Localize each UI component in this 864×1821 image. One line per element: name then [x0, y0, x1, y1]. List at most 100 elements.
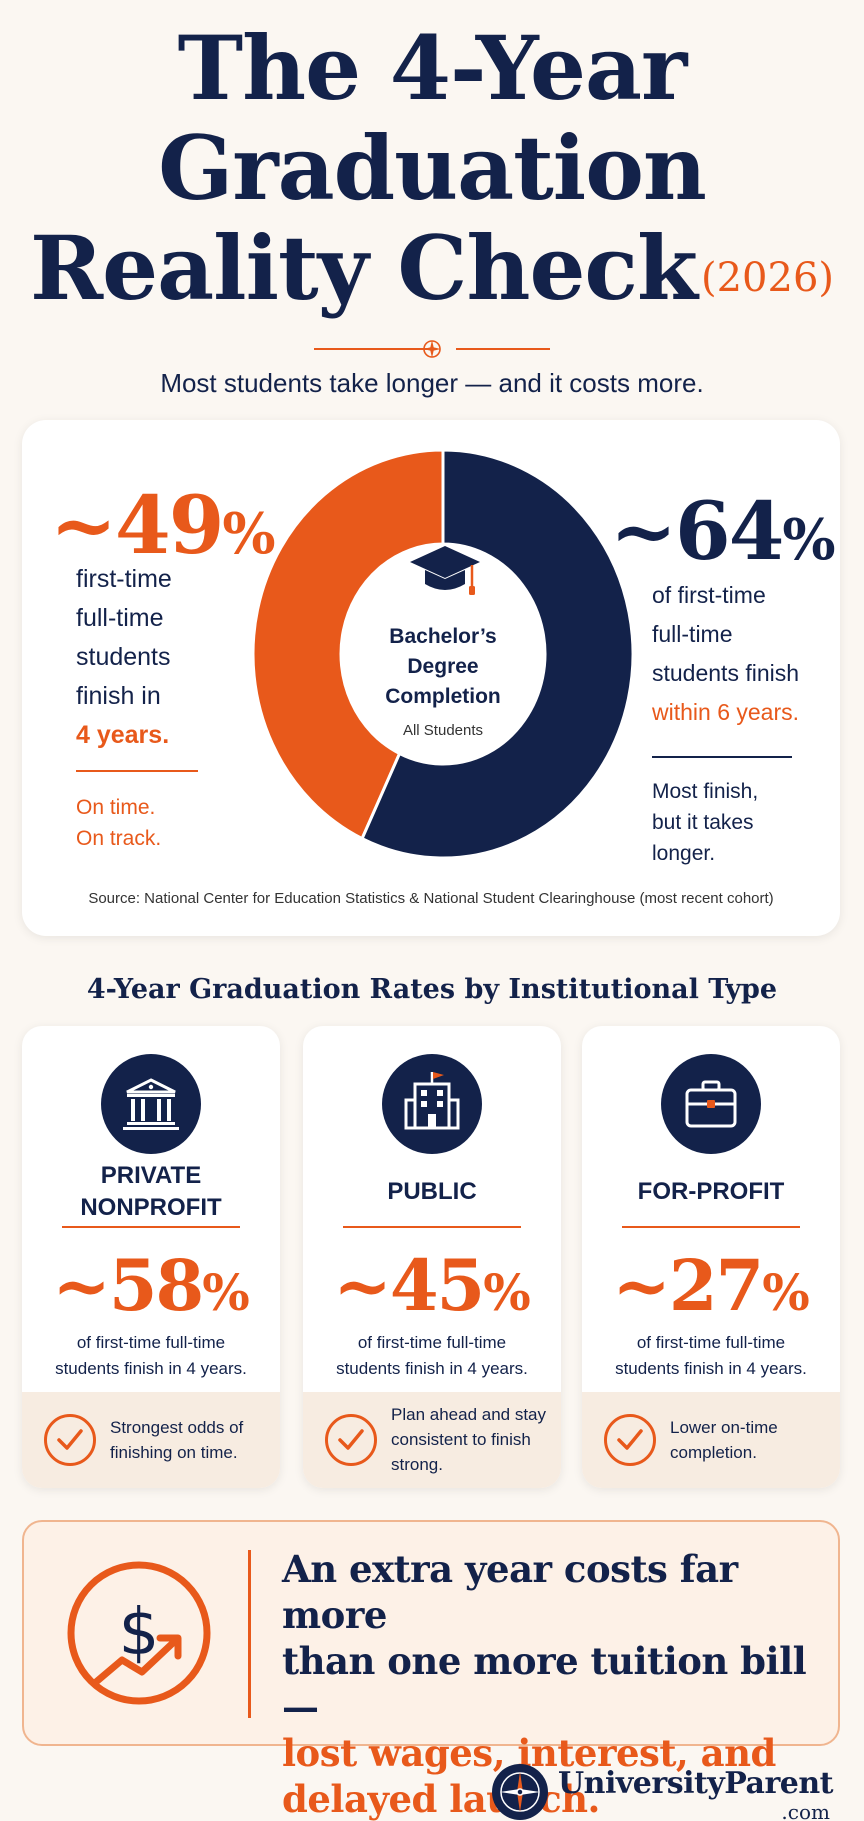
- type-desc-line-2: students finish in 4 years.: [615, 1359, 807, 1378]
- source-citation: Source: National Center for Education St…: [88, 890, 774, 907]
- type-footer: Strongest odds of finishing on time.: [22, 1392, 280, 1488]
- type-percentage-number: ~58: [52, 1244, 204, 1327]
- university-parent-logo[interactable]: UniversityParent .com: [492, 1764, 852, 1821]
- institution-columns-icon: [101, 1054, 201, 1154]
- logo-wordmark: UniversityParent: [558, 1766, 834, 1801]
- four-year-note-line-1: On time.: [76, 796, 156, 819]
- type-desc-line-1: of first-time full-time: [357, 1333, 507, 1352]
- type-footer-line-1: Lower on-time: [670, 1418, 778, 1437]
- six-year-desc-line-2: full-time: [652, 621, 733, 647]
- six-year-rule: [652, 756, 792, 758]
- type-percentage: ~45%: [303, 1246, 561, 1333]
- six-year-desc-line-3: students finish: [652, 660, 800, 686]
- type-footer-line-2: completion.: [670, 1443, 757, 1462]
- checkmark-icon: [325, 1414, 377, 1466]
- six-year-note-line-1: Most finish,: [652, 780, 759, 803]
- section-title: 4-Year Graduation Rates by Institutional…: [86, 974, 778, 1005]
- type-rule: [622, 1226, 800, 1228]
- type-name: PRIVATE NONPROFIT: [22, 1160, 280, 1224]
- title-divider: [0, 338, 864, 360]
- cost-line-4: delayed launch.: [282, 1777, 600, 1821]
- cost-line-1: An extra year costs far more: [282, 1547, 738, 1637]
- six-year-note-line-3: longer.: [652, 842, 716, 865]
- type-footer-line-2: consistent to finish: [391, 1430, 531, 1449]
- six-year-description: of first-time full-time students finish …: [652, 576, 799, 732]
- type-footer-text: Strongest odds of finishing on time.: [110, 1415, 270, 1465]
- type-name: FOR-PROFIT: [582, 1176, 840, 1208]
- type-percentage-number: ~45: [333, 1244, 485, 1327]
- type-percentage-number: ~27: [612, 1244, 764, 1327]
- type-percentage-sign: %: [202, 1263, 250, 1322]
- type-footer-line-2: finishing on time.: [110, 1443, 238, 1462]
- divider-line-left: [314, 348, 432, 350]
- compass-logo-icon: [492, 1764, 548, 1820]
- type-name-line-1: PRIVATE: [100, 1162, 202, 1189]
- type-footer-text: Lower on-time completion.: [670, 1415, 830, 1465]
- four-year-stat-number: ~49: [50, 478, 224, 572]
- type-footer: Plan ahead and stay consistent to finish…: [303, 1392, 561, 1488]
- title-line-3-text: Reality Check: [30, 216, 698, 320]
- checkmark-icon: [604, 1414, 656, 1466]
- six-year-desc-line-1: of first-time: [652, 582, 766, 608]
- four-year-stat-percent: %: [222, 501, 276, 567]
- compass-divider-icon: [423, 340, 441, 358]
- four-year-note: On time. On track.: [76, 792, 161, 854]
- title-year: (2026): [700, 255, 834, 301]
- divider-line-right: [456, 348, 550, 350]
- page-title: The 4-Year Graduation Reality Check (2026…: [0, 18, 864, 328]
- type-desc-line-1: of first-time full-time: [76, 1333, 226, 1352]
- type-footer-text: Plan ahead and stay consistent to finish…: [391, 1402, 551, 1477]
- title-line-3: Reality Check (2026): [0, 218, 864, 328]
- type-percentage-sign: %: [762, 1263, 810, 1322]
- four-year-rule: [76, 770, 198, 772]
- for-profit-card: FOR-PROFIT ~27% of first-time full-time …: [582, 1026, 840, 1488]
- type-desc-line-1: of first-time full-time: [636, 1333, 786, 1352]
- title-line-1: The 4-Year: [177, 16, 688, 120]
- dollar-growth-icon: $: [67, 1561, 211, 1705]
- donut-slice-longer: [360, 448, 635, 860]
- type-percentage-sign: %: [483, 1263, 531, 1322]
- six-year-stat: ~64%: [610, 486, 836, 585]
- six-year-stat-percent: %: [782, 507, 836, 573]
- six-year-highlight: within 6 years.: [652, 699, 800, 725]
- type-name-line-1: FOR-PROFIT: [637, 1178, 785, 1205]
- type-desc-line-2: students finish in 4 years.: [55, 1359, 247, 1378]
- building-flag-icon: [382, 1054, 482, 1154]
- four-year-desc-line-3: students: [76, 643, 171, 671]
- four-year-highlight: 4 years.: [76, 721, 170, 749]
- type-percentage: ~27%: [582, 1246, 840, 1333]
- extra-year-cost-callout: $ An extra year costs far more than one …: [22, 1520, 840, 1821]
- four-year-note-line-2: On track.: [76, 827, 162, 850]
- six-year-stat-number: ~64: [610, 484, 784, 578]
- type-description: of first-time full-time students finish …: [582, 1330, 840, 1382]
- four-year-description: first-time full-time students finish in …: [76, 560, 172, 755]
- donut-hole: [341, 544, 545, 764]
- type-footer: Lower on-time completion.: [582, 1392, 840, 1488]
- public-card: PUBLIC ~45% of first-time full-time stud…: [303, 1026, 561, 1488]
- type-rule: [62, 1226, 240, 1228]
- type-name-line-2: NONPROFIT: [80, 1194, 222, 1221]
- type-description: of first-time full-time students finish …: [22, 1330, 280, 1382]
- type-footer-line-1: Strongest odds of: [110, 1418, 244, 1437]
- six-year-note: Most finish, but it takes longer.: [652, 776, 758, 869]
- four-year-stat: ~49%: [50, 480, 276, 579]
- type-name: PUBLIC: [303, 1176, 561, 1208]
- type-footer-line-3: strong.: [391, 1455, 443, 1474]
- type-rule: [343, 1226, 521, 1228]
- four-year-desc-line-2: full-time: [76, 604, 164, 632]
- completion-donut-chart: [251, 448, 635, 860]
- type-name-line-1: PUBLIC: [387, 1178, 477, 1205]
- checkmark-icon: [44, 1414, 96, 1466]
- subtitle: Most students take longer — and it costs…: [160, 368, 704, 398]
- type-percentage: ~58%: [22, 1246, 280, 1333]
- logo-suffix: .com: [781, 1800, 830, 1821]
- type-footer-line-1: Plan ahead and stay: [391, 1405, 547, 1424]
- four-year-desc-line-4: finish in: [76, 682, 161, 710]
- briefcase-icon: [661, 1054, 761, 1154]
- cost-separator: [248, 1550, 251, 1718]
- four-year-desc-line-1: first-time: [76, 565, 172, 593]
- six-year-note-line-2: but it takes: [652, 811, 754, 834]
- cost-line-2: than one more tuition bill —: [282, 1639, 807, 1729]
- type-desc-line-2: students finish in 4 years.: [336, 1359, 528, 1378]
- title-line-2: Graduation: [158, 116, 707, 220]
